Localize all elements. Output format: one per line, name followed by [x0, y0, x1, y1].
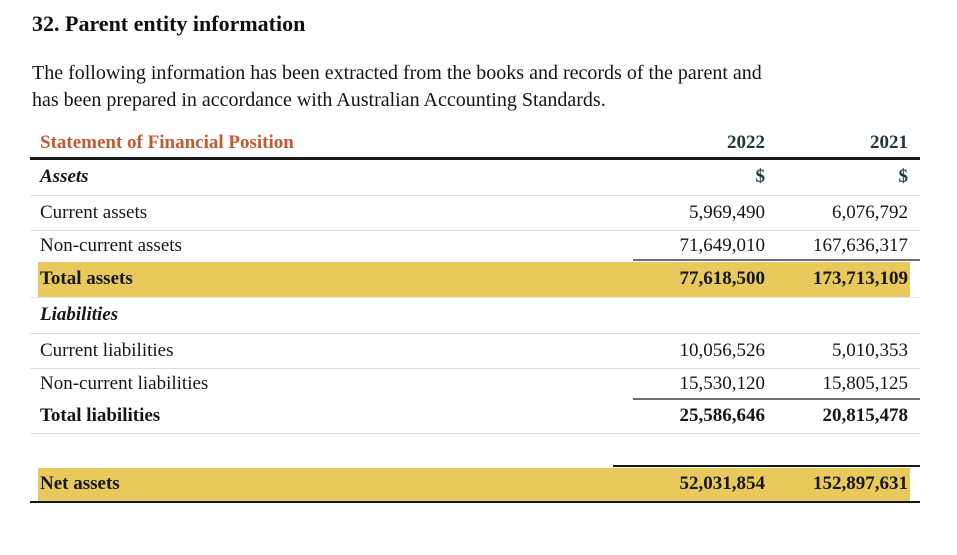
document-page: 32. Parent entity information The follow… [0, 11, 957, 555]
row-label: Assets [40, 166, 89, 188]
value-2021: 173,713,109 [813, 267, 908, 289]
table-row-non-current-assets: Non-current assets 71,649,010 167,636,31… [30, 231, 920, 261]
value-2022: 77,618,500 [679, 267, 766, 289]
currency-symbol-2022: $ [755, 166, 766, 188]
table-row-current-assets: Current assets 5,969,490 6,076,792 [30, 196, 920, 231]
intro-line-2: has been prepared in accordance with Aus… [32, 89, 606, 112]
row-label: Liabilities [40, 304, 119, 326]
value-2022: 10,056,526 [679, 339, 766, 361]
table-row-liabilities-section: Liabilities [30, 298, 920, 334]
row-label: Current liabilities [40, 339, 174, 361]
value-2022: 71,649,010 [679, 234, 766, 256]
highlight-bar [38, 261, 910, 297]
row-label: Non-current assets [40, 234, 182, 256]
intro-line-1: The following information has been extra… [32, 62, 762, 85]
value-2021: 152,897,631 [813, 472, 908, 494]
value-2021: 15,805,125 [822, 373, 909, 395]
value-2022: 15,530,120 [679, 373, 766, 395]
financial-position-table: Statement of Financial Position 2022 202… [30, 130, 920, 503]
row-label: Non-current liabilities [40, 373, 209, 395]
row-label: Net assets [40, 472, 120, 494]
column-header-2021: 2021 [870, 132, 908, 154]
table-row-non-current-liabilities: Non-current liabilities 15,530,120 15,80… [30, 369, 920, 400]
table-title: Statement of Financial Position [40, 132, 294, 154]
table-row-total-liabilities: Total liabilities 25,586,646 20,815,478 [30, 398, 920, 434]
currency-symbol-2021: $ [898, 166, 909, 188]
column-header-2022: 2022 [727, 132, 765, 154]
table-row-current-liabilities: Current liabilities 10,056,526 5,010,353 [30, 334, 920, 369]
table-header-row: Statement of Financial Position 2022 202… [30, 130, 920, 157]
value-2021: 6,076,792 [832, 201, 908, 223]
highlight-bar [38, 467, 910, 501]
value-2021: 20,815,478 [822, 405, 909, 427]
row-label: Total liabilities [40, 405, 161, 427]
header-rule [30, 157, 920, 160]
table-row-total-assets: Total assets 77,618,500 173,713,109 [30, 259, 920, 298]
value-2021: 5,010,353 [832, 339, 908, 361]
section-heading: 32. Parent entity information [32, 11, 306, 36]
value-2022: 25,586,646 [679, 405, 766, 427]
value-2021: 167,636,317 [813, 234, 908, 256]
intro-paragraph: The following information has been extra… [32, 60, 925, 114]
row-label: Current assets [40, 201, 148, 223]
value-2022: 52,031,854 [679, 472, 766, 494]
value-2022: 5,969,490 [689, 201, 765, 223]
table-row-net-assets: Net assets 52,031,854 152,897,631 [30, 464, 920, 503]
table-row-assets-section: Assets $ $ [30, 160, 920, 196]
row-label: Total assets [40, 267, 133, 289]
table-spacer-row [30, 434, 920, 467]
